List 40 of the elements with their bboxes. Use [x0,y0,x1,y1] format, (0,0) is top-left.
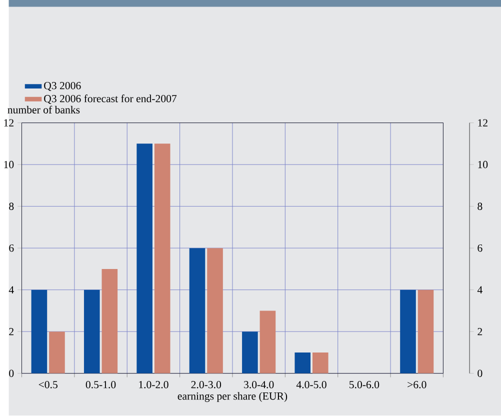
y-tick-label: 4 [8,286,14,294]
bar [242,332,258,374]
y2-tick-label: 6 [478,244,482,252]
y2-tick-label: 8 [478,202,482,210]
y-tick-label: 2 [9,328,14,336]
x-tick-label: 2.0-3.0 [191,381,222,389]
bar [31,290,48,374]
bar [294,352,311,374]
x-tick-label: 0.5-1.0 [86,381,116,389]
legend-label: Q3 2006 forecast for end-2007 [44,94,177,104]
bar [189,248,206,374]
bar [154,144,170,374]
bar [400,290,416,374]
y-tick-label: 6 [9,244,14,252]
y-tick-label: 8 [9,202,14,210]
bar [49,332,65,374]
y2-tick-label: 2 [478,328,482,336]
x-axis-title: earnings per share (EUR) [178,392,288,402]
y2-tick-label: 12 [478,119,488,127]
y2-tick-label: 10 [478,161,488,168]
y2-tick-label: 0 [478,370,482,378]
bar [102,269,118,374]
legend-label: Q3 2006 [44,82,81,92]
x-tick-label: 3.0-4.0 [244,381,274,389]
x-tick-label: <0.5 [38,381,58,389]
bar [136,144,152,374]
x-tick-label: 5.0-6.0 [350,381,380,389]
bar [260,310,276,374]
bar [207,248,223,374]
y-tick-label: 0 [9,370,14,378]
bar [312,352,328,374]
bar [84,290,100,374]
x-tick-label: 4.0-5.0 [296,381,326,389]
y-tick-label: 10 [4,161,14,168]
x-tick-label: 1.0-2.0 [139,381,168,389]
x-tick-label: >6.0 [408,381,426,389]
bar [418,290,434,374]
y-tick-label: 12 [4,119,14,127]
y2-tick-label: 4 [477,286,482,294]
y-axis-title: number of banks [8,106,80,114]
